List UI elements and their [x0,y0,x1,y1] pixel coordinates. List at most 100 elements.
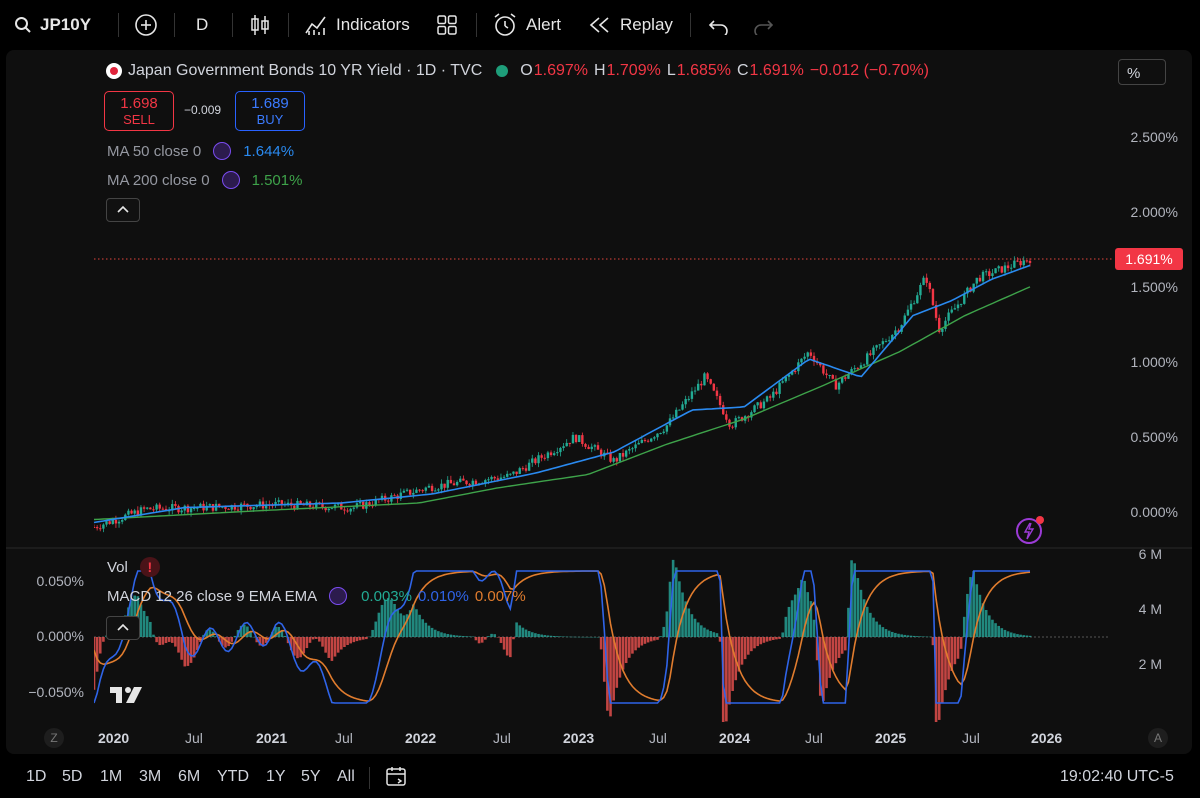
candle-body [374,499,377,506]
macd-hist-bar [271,631,274,637]
redo-icon [754,20,774,35]
range-all[interactable]: All [337,768,355,785]
macd-tick: 0.050% [36,573,84,589]
time-label: 2020 [98,730,130,746]
candle-body [891,334,894,341]
candle-body [825,373,828,376]
ma200-legend[interactable]: MA 200 close 0 1.501% [107,171,302,189]
candle-body [869,353,872,355]
macd-hist-bar [158,637,162,646]
date-range-button[interactable] [384,765,410,794]
buy-button[interactable]: 1.689 BUY [235,91,305,131]
macd-hist-bar [252,636,255,638]
candle-body [459,478,462,482]
candle-body [778,382,781,394]
candle-body [252,507,255,510]
macd-hist-bar [649,637,653,642]
macd-hist-bar [593,636,597,638]
interval-button[interactable]: D [196,15,209,34]
macd-hist-bar [94,637,96,690]
candle-body [1028,260,1032,263]
macd-hist-bar [440,632,443,637]
candle-body [412,492,415,495]
range-1m[interactable]: 1M [100,768,123,785]
candle-body [997,266,1000,269]
symbol-search[interactable]: JP10Y [14,10,91,40]
ohlc-o-label: O [520,62,533,79]
sell-button[interactable]: 1.698 SELL [104,91,174,131]
candle-body [947,312,950,321]
macd-hist-bar [678,581,681,637]
candle-body [878,344,881,346]
range-1d[interactable]: 1D [26,768,47,785]
lightning-icon[interactable] [1016,516,1044,544]
candle-body [258,501,262,506]
clock[interactable]: 19:02:40 UTC-5 [1060,768,1174,785]
compare-button[interactable] [134,10,158,40]
range-5d[interactable]: 5D [62,768,83,785]
range-ytd[interactable]: YTD [217,768,249,785]
macd-hist-bar [449,634,453,637]
candle-body [753,405,756,413]
macd-hist-bar [596,636,600,638]
sell-price: 1.698 [120,95,158,112]
candle-body [239,503,243,511]
macd-hist-bar [906,635,910,637]
ma50-legend[interactable]: MA 50 close 0 1.644% [107,142,294,160]
collapse-lower-legend-button[interactable] [106,616,140,640]
collapse-legend-button[interactable] [106,198,140,222]
candle-body [149,507,152,510]
macd-hist-bar [712,632,716,637]
time-label: 2026 [1031,730,1063,746]
sync-icon [213,142,232,160]
macd-hist-bar [662,626,666,637]
candle-body [828,375,831,377]
macd-hist-bar [196,637,199,651]
macd-hist-bar [170,637,174,643]
candle-body [681,404,684,410]
calendar-icon [386,767,406,786]
auto-scale-button[interactable]: A [1148,728,1168,748]
replay-button[interactable]: Replay [588,10,673,40]
scale-mode-button[interactable]: % [1118,59,1166,85]
macd-hist-bar [524,629,528,637]
macd-hist-bar [793,594,797,637]
candle-body [280,500,284,506]
range-1y[interactable]: 1Y [266,768,286,785]
layouts-button[interactable] [436,10,458,40]
macd-hist-bar [380,604,384,637]
zoom-reset-button[interactable]: Z [44,728,64,748]
macd-legend[interactable]: MACD 12 26 close 9 EMA EMA 0.003% 0.010%… [107,587,526,605]
candle-body [111,519,114,524]
range-5y[interactable]: 5Y [301,768,321,785]
macd-hist-bar [399,613,403,637]
macd-hist-bar [493,634,496,637]
vol-legend[interactable]: Vol ! [107,557,160,577]
ohlc-c-value: 1.691% [749,62,804,79]
candle-body [859,365,863,369]
macd-hist-bar [205,630,208,637]
macd-hist-bar [862,599,866,637]
macd-hist-bar [552,635,556,637]
macd-hist-bar [919,636,922,637]
redo-button[interactable] [752,10,774,40]
candle-body [546,452,550,459]
macd-label: MACD 12 26 close 9 EMA EMA [107,587,318,605]
candle-body [628,449,631,451]
macd-hist-bar [308,637,312,643]
range-6m[interactable]: 6M [178,768,201,785]
undo-button[interactable] [708,10,730,40]
alert-button[interactable]: Alert [492,10,561,40]
candle-body [192,508,196,510]
macd-hist-bar [368,636,371,638]
price-tick: 2.500% [1130,129,1178,145]
range-3m[interactable]: 3M [139,768,162,785]
macd-hist-bar [468,636,471,637]
macd-hist-bar [972,571,975,637]
indicators-button[interactable]: Indicators [304,10,410,40]
macd-hist-bar [584,636,587,638]
ohlc-h-label: H [593,62,606,79]
chart-type-button[interactable] [248,10,272,40]
macd-hist-bar [430,627,434,637]
